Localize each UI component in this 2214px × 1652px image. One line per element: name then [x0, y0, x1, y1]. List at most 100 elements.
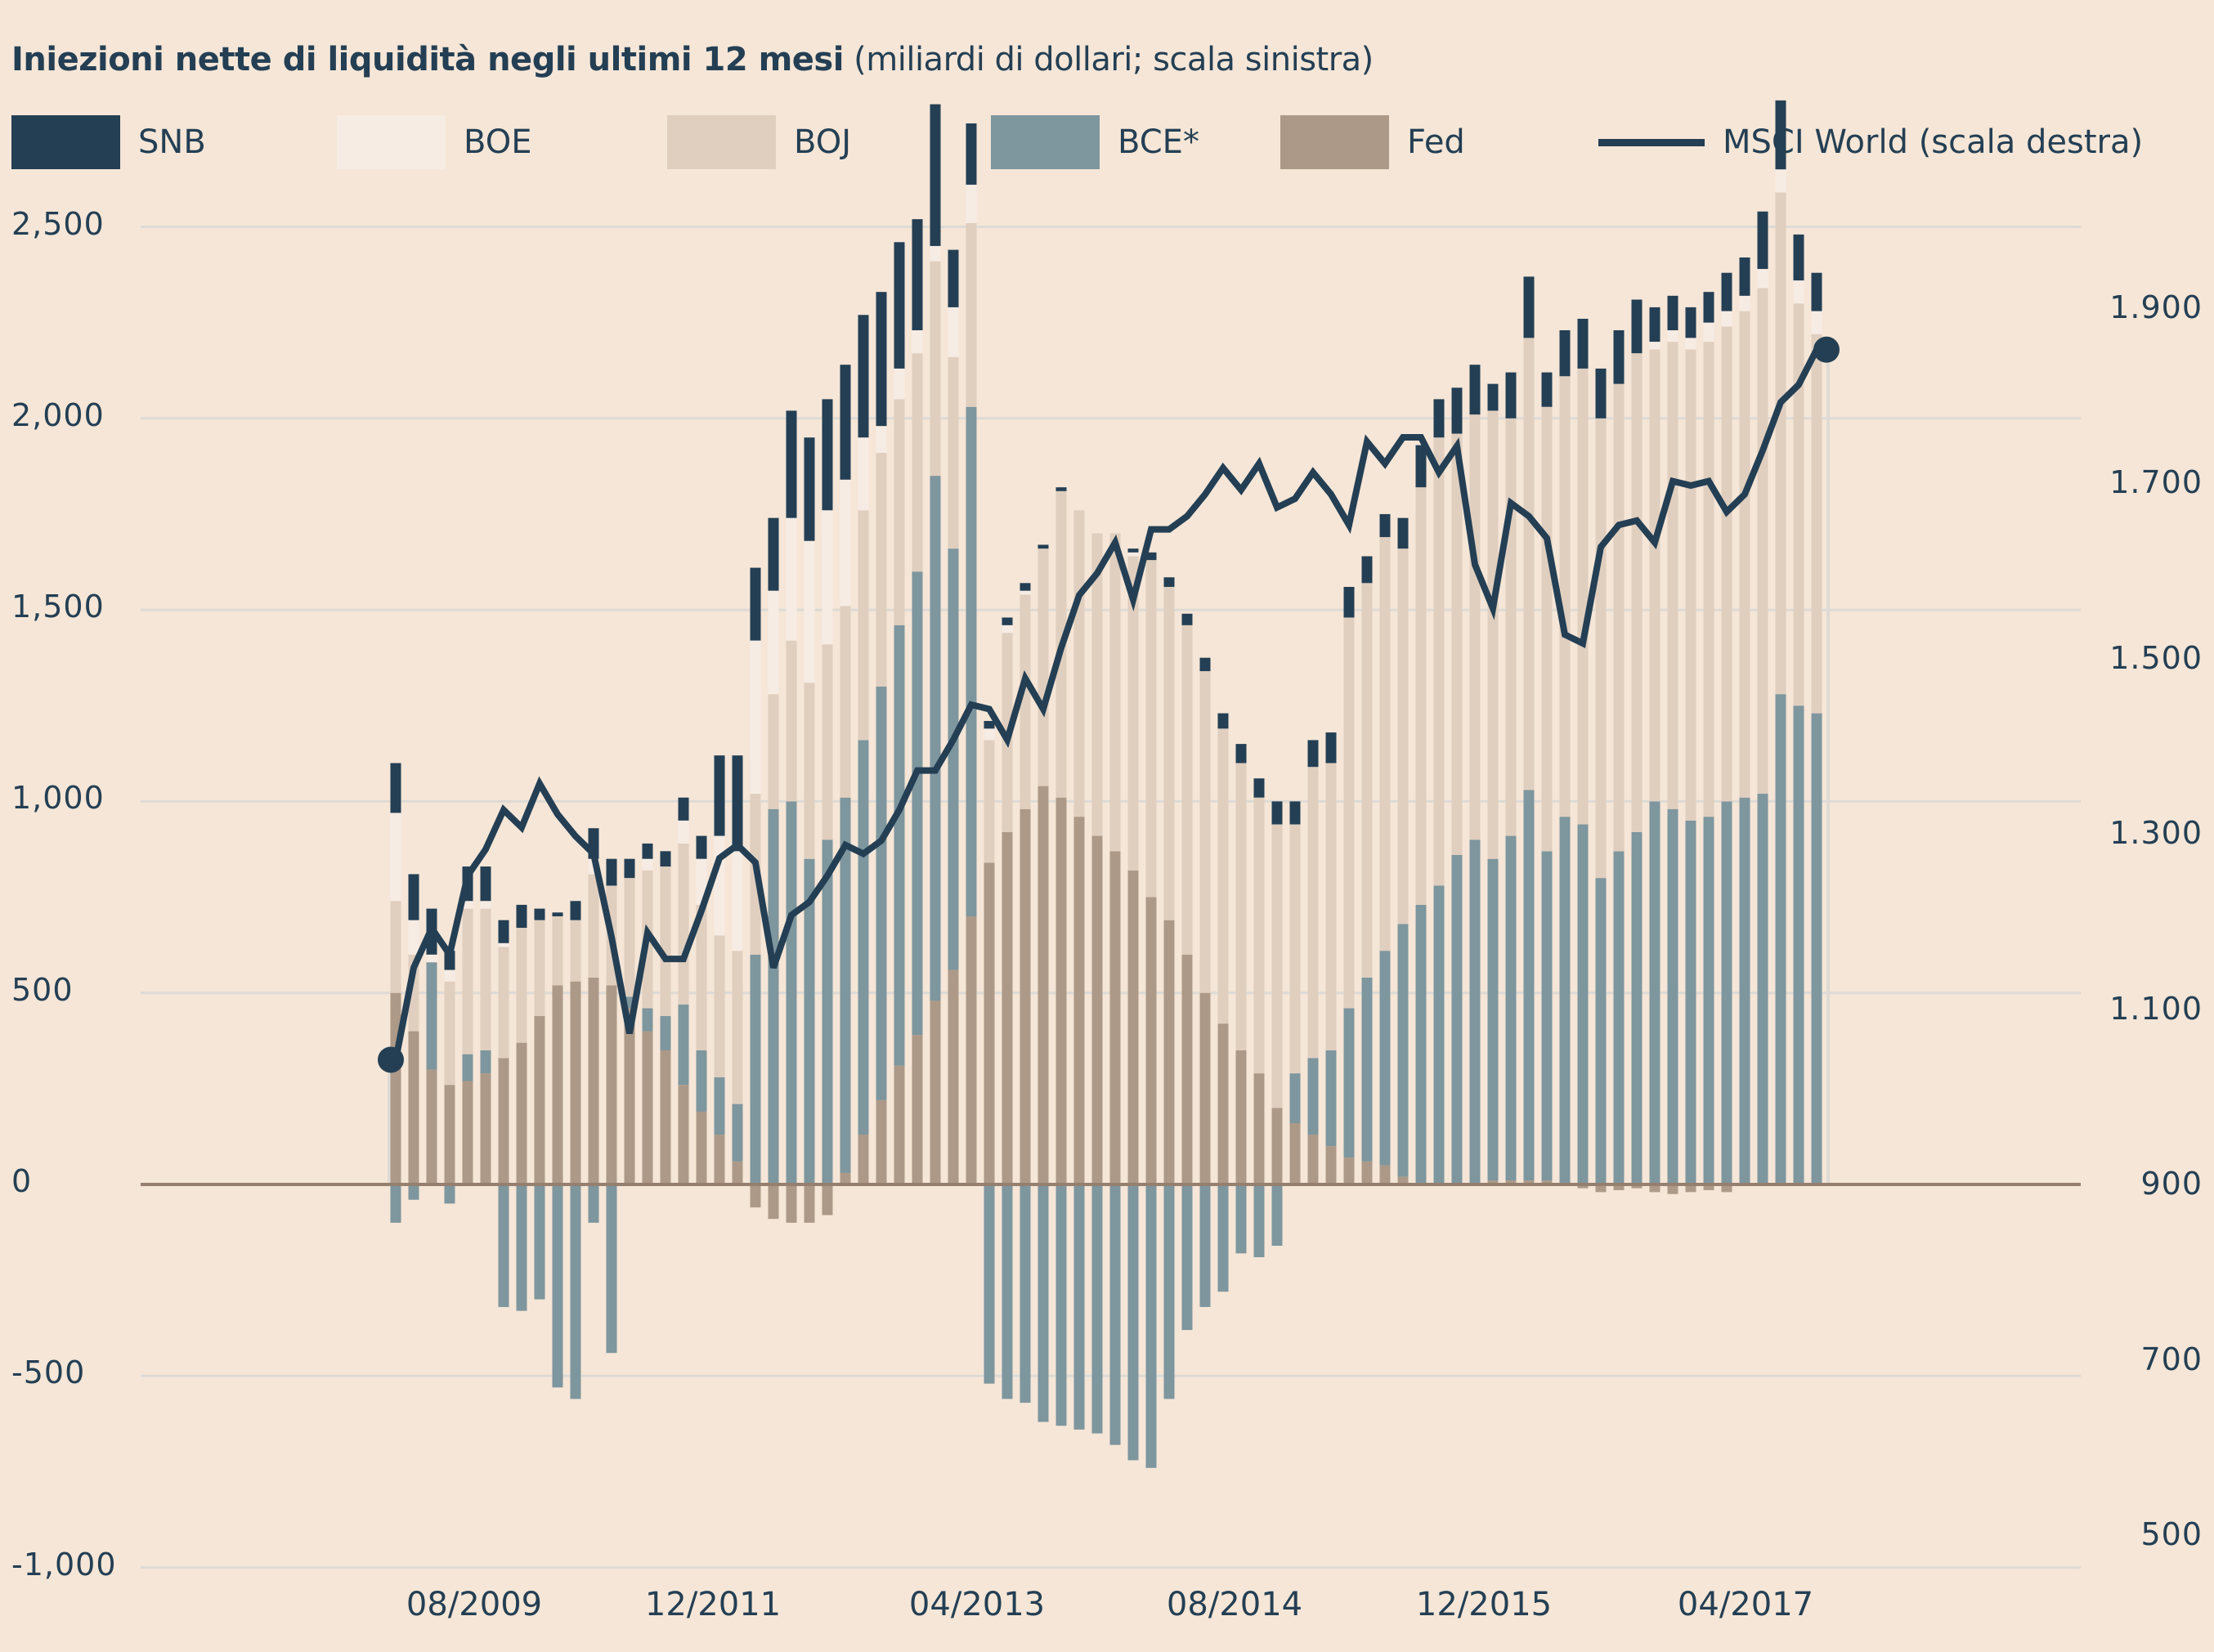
bar-boj-32	[966, 222, 977, 407]
bar-snb-57	[1415, 445, 1427, 488]
bar-bce-2	[426, 962, 437, 1070]
bar-boj-35	[1020, 594, 1031, 809]
bar-fed-13	[624, 1008, 635, 1184]
legend-label-boe: BOE	[464, 123, 532, 161]
bar-snb-14	[642, 843, 653, 859]
bar-bce-41	[1127, 1184, 1139, 1461]
bar-bce-47	[1235, 1184, 1247, 1254]
bar-fed-41	[1127, 870, 1139, 1184]
y-right-tick-label: 700	[2140, 1341, 2203, 1377]
y-left-tick-label: 2,000	[11, 396, 105, 433]
bar-boj-50	[1289, 824, 1301, 1074]
bar-bce-52	[1325, 1050, 1337, 1147]
bar-boj-70	[1649, 349, 1660, 802]
bar-snb-22	[786, 410, 797, 518]
bar-snb-10	[570, 901, 581, 920]
bar-boe-14	[642, 858, 653, 871]
bar-fed-10	[570, 981, 581, 1184]
bar-boe-1	[408, 920, 419, 955]
bar-snb-33	[984, 720, 995, 729]
y-right-tick-label: 1.100	[2109, 990, 2203, 1027]
bar-bce-36	[1038, 1184, 1049, 1422]
legend-label-bce: BCE*	[1118, 123, 1199, 161]
bar-fed-43	[1163, 920, 1175, 1184]
bar-snb-72	[1685, 307, 1696, 338]
bar-snb-47	[1235, 744, 1247, 763]
bar-bce-5	[480, 1050, 491, 1074]
bar-snb-52	[1325, 732, 1337, 763]
bar-boj-46	[1217, 728, 1229, 1024]
bar-fed-18	[714, 1135, 725, 1184]
bar-fed-11	[588, 977, 599, 1184]
bar-boj-31	[948, 356, 959, 549]
bar-bce-51	[1307, 1058, 1319, 1135]
bar-bce-11	[588, 1184, 599, 1223]
y-right-tick-label: 1.900	[2109, 289, 2203, 325]
bar-snb-43	[1163, 577, 1175, 587]
bar-bce-76	[1757, 794, 1768, 1184]
bar-bce-75	[1739, 797, 1750, 1184]
bar-bce-30	[930, 476, 941, 1001]
bar-fed-36	[1038, 786, 1049, 1184]
y-left-tick-label: -500	[11, 1354, 86, 1391]
bar-fed-37	[1055, 797, 1067, 1184]
x-tick-label: 12/2011	[644, 1586, 782, 1623]
bar-boj-47	[1235, 763, 1247, 1050]
bar-fed-19	[732, 1161, 743, 1184]
bar-snb-5	[480, 866, 491, 902]
bar-snb-35	[1020, 583, 1031, 591]
bar-boe-25	[840, 479, 851, 607]
bar-fed-32	[966, 916, 977, 1184]
bar-boj-13	[624, 878, 635, 997]
bar-boj-16	[678, 843, 689, 1005]
bar-bce-38	[1073, 1184, 1085, 1430]
bar-fed-34	[1002, 831, 1013, 1184]
bar-snb-31	[948, 249, 959, 307]
bar-boj-36	[1038, 548, 1049, 786]
bar-snb-69	[1631, 299, 1643, 354]
bar-bce-1	[408, 1184, 419, 1200]
bar-bce-68	[1613, 851, 1625, 1184]
legend-item-snb: SNB	[11, 114, 206, 170]
bar-bce-79	[1811, 713, 1822, 1184]
bar-boj-8	[534, 920, 545, 1016]
bar-boj-38	[1073, 510, 1085, 817]
bar-snb-48	[1253, 778, 1265, 798]
bar-boj-5	[480, 908, 491, 1050]
bar-bce-57	[1415, 904, 1427, 1184]
bar-boj-25	[840, 606, 851, 798]
bar-fed-70	[1649, 1184, 1660, 1193]
bar-snb-1	[408, 874, 419, 920]
bar-boe-27	[876, 426, 887, 453]
bar-boj-74	[1721, 326, 1732, 802]
bar-boj-78	[1793, 303, 1804, 706]
bar-bce-64	[1541, 851, 1553, 1181]
bar-snb-53	[1343, 586, 1355, 618]
bar-bce-70	[1649, 801, 1660, 1184]
bar-bce-39	[1091, 1184, 1103, 1434]
legend-item-msci: MSCI World (scala destra)	[1598, 114, 2143, 170]
bar-boj-53	[1343, 617, 1355, 1009]
bar-boj-56	[1397, 548, 1409, 924]
bar-bce-60	[1469, 839, 1481, 1184]
legend-swatch-bce	[991, 115, 1100, 169]
bar-fed-4	[462, 1081, 473, 1184]
bar-fed-49	[1271, 1108, 1283, 1184]
bar-snb-60	[1469, 365, 1481, 415]
bar-boj-11	[588, 874, 599, 978]
bar-bce-32	[966, 406, 977, 916]
bar-snb-30	[930, 104, 941, 246]
y-right-tick-label: 1.700	[2109, 464, 2203, 500]
bar-boj-67	[1595, 418, 1607, 879]
bar-boj-27	[876, 452, 887, 687]
bar-snb-68	[1613, 330, 1625, 384]
bar-bce-78	[1793, 705, 1804, 1184]
legend-swatch-snb	[11, 115, 120, 169]
chart-title-main: Iniezioni nette di liquidità negli ultim…	[11, 41, 844, 78]
bar-bce-43	[1163, 1184, 1175, 1399]
bar-boj-73	[1703, 342, 1714, 817]
bar-boj-0	[390, 901, 401, 993]
bar-boe-31	[948, 307, 959, 357]
bar-boj-60	[1469, 414, 1481, 840]
bar-fed-35	[1020, 808, 1031, 1184]
